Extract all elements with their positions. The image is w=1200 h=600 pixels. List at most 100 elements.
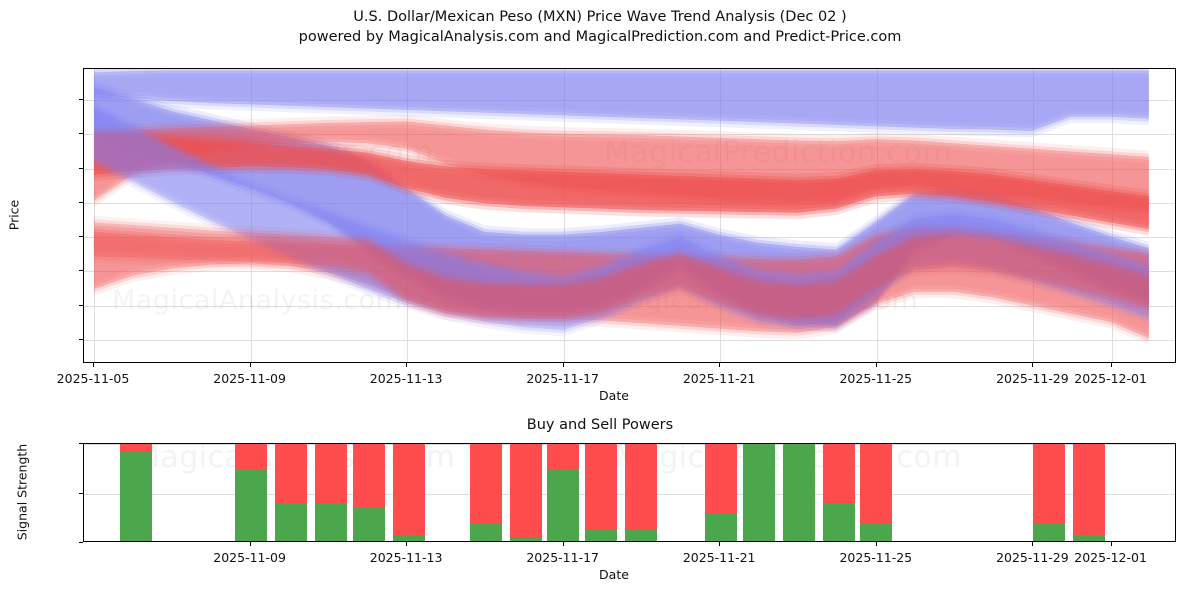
tick-mark [406,363,408,367]
price-y-axis-label: Price [6,199,22,231]
power-bar[interactable] [275,444,307,541]
price-x-tick: 2025-11-21 [682,371,756,386]
sell-power-segment [585,444,617,531]
wave-band [93,115,1149,205]
wave-band [93,132,1149,230]
wave-band [93,93,1149,333]
power-bar[interactable] [705,444,737,541]
tick-mark [249,363,251,367]
price-x-tick: 2025-11-25 [839,371,913,386]
power-bar[interactable] [393,444,425,541]
wave-band [93,127,1149,218]
sell-power-segment [860,444,892,525]
price-x-tick: 2025-11-17 [526,371,600,386]
sell-power-segment [1073,444,1105,536]
buy-power-segment [1073,536,1105,541]
wave-band [93,215,1149,313]
tick-mark [93,363,95,367]
power-bar[interactable] [315,444,347,541]
tick-mark [1110,542,1112,546]
wave-band [93,70,1149,132]
tick-mark [719,363,721,367]
power-bar[interactable] [120,444,152,541]
power-bar[interactable] [860,444,892,541]
gridline-v [1033,69,1035,362]
power-x-tick: 2025-11-13 [369,550,443,565]
power-bar[interactable] [1073,444,1105,541]
power-bar[interactable] [625,444,657,541]
wave-band [93,234,1149,345]
wave-band [93,69,1149,129]
price-x-tick: 2025-11-29 [996,371,1069,386]
power-bar[interactable] [235,444,267,541]
tick-mark [719,542,721,546]
power-x-tick: 2025-11-29 [996,550,1069,565]
power-bar[interactable] [547,444,579,541]
wave-band [93,125,1149,223]
wave-band [93,69,1149,125]
buy-power-segment [860,524,892,541]
power-y-axis-label: Signal Strength [14,443,30,541]
power-bar[interactable] [510,444,542,541]
power-bar[interactable] [470,444,502,541]
gridline-h [84,168,1175,170]
gridline-h [84,134,1175,136]
wave-band [93,227,1149,339]
gridline-v [407,69,409,362]
gridline-v [876,69,878,362]
tick-mark [1110,363,1112,367]
price-x-tick: 2025-12-01 [1074,371,1147,386]
power-bar[interactable] [783,444,815,541]
sell-power-segment [235,444,267,470]
buy-power-segment [1033,524,1065,541]
wave-band [93,80,1149,320]
wave-band [93,87,1149,326]
power-bar[interactable] [823,444,855,541]
price-chart-clip: MagicalAnalysis.com MagicalPrediction.co… [84,69,1175,362]
wave-band [93,221,1149,332]
wave-band [93,138,1149,236]
price-x-tick: 2025-11-05 [56,371,130,386]
tick-mark [79,542,83,544]
wave-band [93,100,1149,324]
gridline-h [84,99,1175,101]
buy-power-segment [510,537,542,541]
power-chart-title-text: Buy and Sell Powers [526,417,674,433]
power-bar[interactable] [1033,444,1065,541]
gridline-h [84,305,1175,307]
power-bar[interactable] [353,444,385,541]
power-bar[interactable] [743,444,775,541]
gridline-v [94,69,95,362]
wave-band [93,230,1149,342]
sell-power-segment [625,444,657,531]
buy-power-segment [823,503,855,541]
power-chart-clip: MagicalAnalysis.com MagicalPrediction.co… [84,444,1175,541]
buy-power-segment [353,507,385,541]
wave-band [93,76,1149,138]
power-chart-title: Buy and Sell Powers [0,417,1200,433]
wave-band [93,225,1149,323]
buy-power-segment [625,530,657,541]
wave-band [93,135,1149,233]
wave-band [93,219,1149,317]
wave-band [93,228,1149,326]
wave-band [93,84,1149,323]
buy-power-segment [547,469,579,541]
power-x-tick: 2025-12-01 [1074,550,1147,565]
tick-mark [562,542,564,546]
chart-title-line-1: U.S. Dollar/Mexican Peso (MXN) Price Wav… [353,9,847,25]
buy-power-segment [315,503,347,541]
wave-band [93,73,1149,134]
sell-power-segment [315,444,347,504]
buy-power-segment [705,513,737,541]
wave-band [93,90,1149,329]
price-x-axis-label: Date [599,388,629,403]
power-bar[interactable] [585,444,617,541]
tick-mark [875,363,877,367]
gridline-h [84,237,1175,239]
power-x-tick: 2025-11-21 [682,550,756,565]
price-chart-plot-area: MagicalAnalysis.com MagicalPrediction.co… [83,68,1176,363]
sell-power-segment [470,444,502,525]
buy-power-segment [585,530,617,541]
tick-mark [406,542,408,546]
